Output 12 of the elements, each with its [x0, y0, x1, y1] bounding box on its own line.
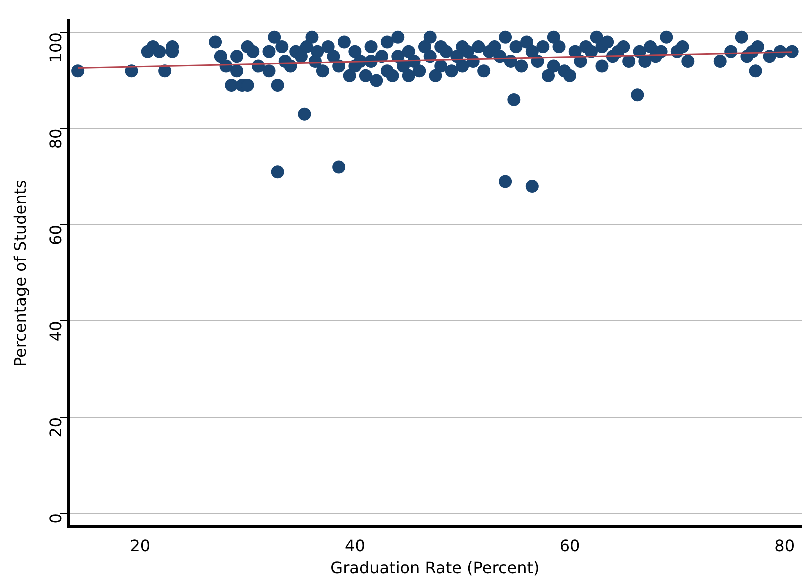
- y-tick-label: 20: [46, 417, 66, 438]
- y-tick-label: 0: [46, 514, 66, 524]
- x-tick-label: 40: [345, 536, 366, 556]
- x-tick-label: 60: [560, 536, 580, 556]
- y-tick-label: 80: [46, 128, 66, 150]
- y-axis-title: Percentage of Students: [10, 180, 30, 368]
- x-tick-label: 20: [130, 536, 151, 556]
- x-axis-title: Graduation Rate (Percent): [330, 558, 540, 578]
- y-tick-label: 40: [46, 321, 66, 342]
- y-tick-label: 100: [46, 32, 66, 64]
- y-tick-label: 60: [46, 225, 66, 246]
- x-tick-label: 80: [774, 536, 795, 556]
